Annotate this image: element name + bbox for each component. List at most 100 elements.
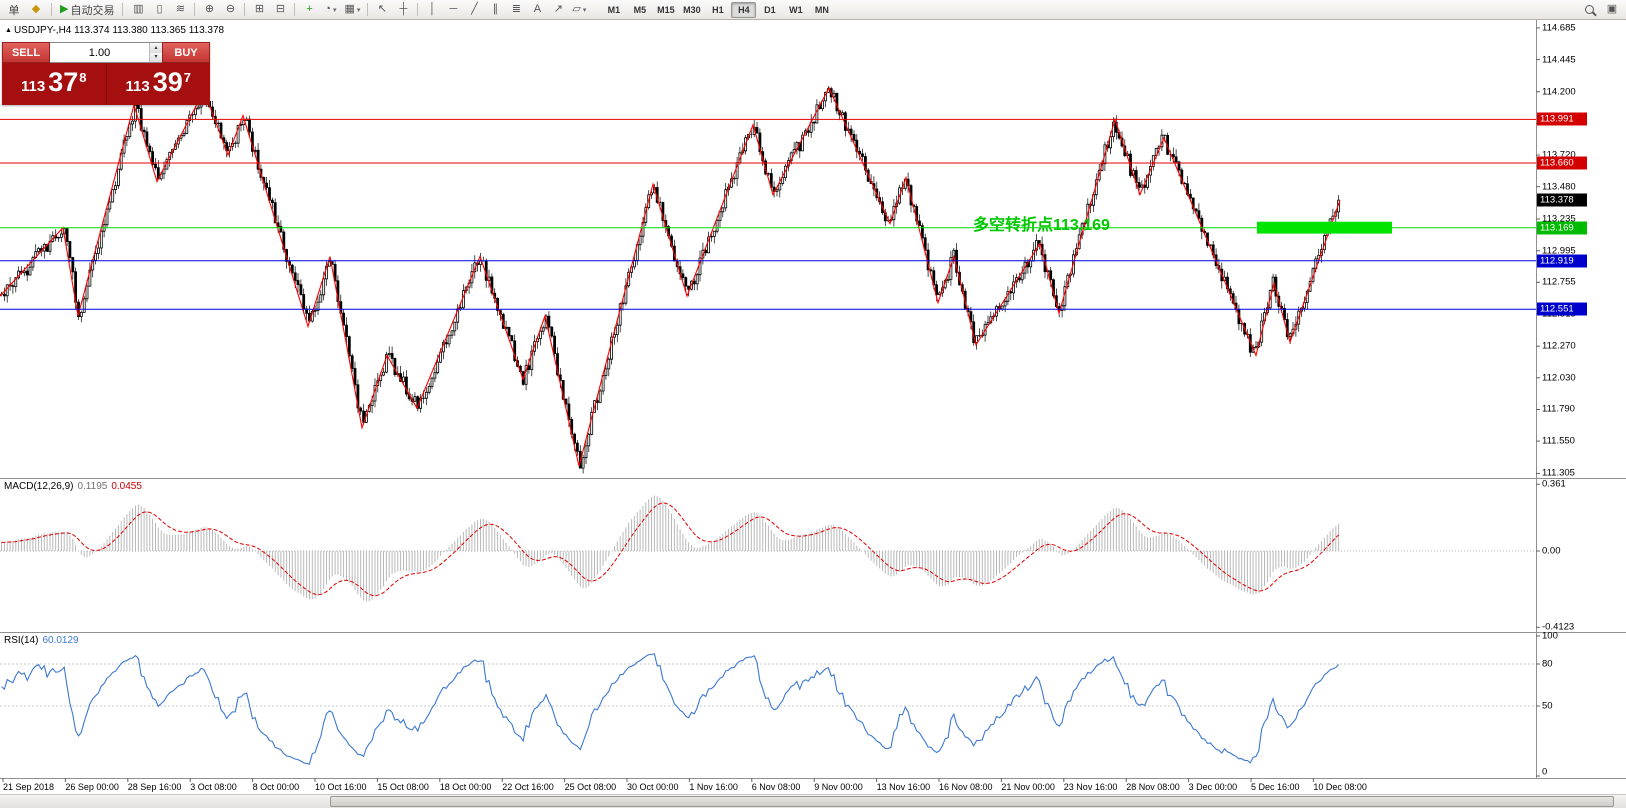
toolbar-separator	[122, 3, 124, 16]
buy-price[interactable]: 113 39 7	[107, 63, 211, 105]
timeframe-mn-button[interactable]: MN	[809, 2, 834, 18]
timeframe-d1-button[interactable]: D1	[757, 2, 782, 18]
tile-windows-button[interactable]: ⊞	[249, 1, 269, 18]
turning-point-annotation: 多空转折点113.169	[973, 217, 1110, 234]
templates-icon: ▦	[344, 3, 355, 15]
vertical-line-button[interactable]: │	[422, 1, 442, 18]
chevron-down-icon: ▾	[356, 6, 361, 14]
toolbar-groups: ▥ ▯ ≋ ⊕ ⊖ ⊞ ⊟ + ◔ ▾ ▦ ▾ ↖ ┼ │ ─ ╱ ∥ ≣ A ↗ ▱ ▾	[128, 1, 589, 18]
trade-controls-row: SELL 1.00 ▴ ▾ BUY	[2, 42, 210, 63]
toolbar-separator	[417, 3, 419, 16]
search-icon	[1584, 5, 1594, 14]
new-order-button[interactable]: 单	[4, 1, 24, 18]
trendline-button[interactable]: ╱	[464, 1, 484, 18]
candlestick-chart-icon: ▯	[156, 3, 163, 15]
fibonacci-icon: ≣	[511, 3, 521, 15]
cascade-windows-button[interactable]: ⊟	[270, 1, 290, 18]
autotrading-label: 自动交易	[70, 4, 115, 17]
crosshair-button[interactable]: ┼	[393, 1, 413, 18]
sell-button[interactable]: SELL	[2, 42, 50, 63]
crosshair-icon: ┼	[399, 3, 408, 15]
diamond-icon: ◆	[31, 3, 41, 15]
timeframe-m15-button[interactable]: M15	[653, 2, 678, 18]
fibonacci-button[interactable]: ≣	[506, 1, 526, 18]
channel-button[interactable]: ∥	[485, 1, 505, 18]
macd-signal-value: 0.0455	[111, 481, 142, 492]
symbol-ohlc-text: USDJPY-,H4 113.374 113.380 113.365 113.3…	[13, 25, 225, 36]
text-tool-button[interactable]: A	[527, 1, 547, 18]
one-click-trading-panel: SELL 1.00 ▴ ▾ BUY 113 37 8 113 39 7	[2, 42, 210, 105]
sell-price-prefix: 113	[21, 78, 46, 95]
channel-icon: ∥	[492, 3, 499, 15]
periods-clock-button[interactable]: ◔ ▾	[320, 1, 340, 18]
toolbar-separator	[367, 3, 369, 16]
horizontal-line-button[interactable]: ─	[443, 1, 463, 18]
sell-price-pip: 8	[79, 70, 87, 85]
volume-value: 1.00	[88, 46, 111, 59]
quote-prices-row: 113 37 8 113 39 7	[2, 63, 210, 105]
shapes-icon: ▱	[572, 3, 581, 15]
buy-button[interactable]: BUY	[162, 42, 210, 63]
horizontal-scrollbar[interactable]	[0, 794, 1626, 808]
indicators-add-icon: +	[306, 3, 313, 15]
templates-button[interactable]: ▦ ▾	[341, 1, 363, 18]
timeframe-toolbar: M1 M5 M15 M30 H1 H4 D1 W1 MN	[601, 1, 834, 18]
search-button[interactable]	[1579, 1, 1599, 18]
stepper-down-icon[interactable]: ▾	[150, 52, 162, 62]
rsi-name: RSI(14)	[4, 635, 39, 646]
scrollbar-thumb[interactable]	[330, 796, 1614, 807]
window-icon: ▣	[1606, 3, 1618, 15]
candlestick-chart-button[interactable]: ▯	[149, 1, 169, 18]
chart-canvas[interactable]	[0, 20, 1626, 794]
cursor-button[interactable]: ↖	[372, 1, 392, 18]
play-icon: ▶	[60, 3, 69, 15]
chevron-down-icon: ▾	[333, 6, 337, 14]
timeframe-m1-button[interactable]: M1	[601, 2, 626, 18]
periods-clock-icon: ◔	[324, 3, 332, 15]
timeframe-m5-button[interactable]: M5	[627, 2, 652, 18]
macd-main-value: 0.1195	[77, 481, 108, 492]
cascade-windows-icon: ⊟	[275, 3, 286, 15]
zoom-out-button[interactable]: ⊖	[220, 1, 240, 18]
horizontal-line-icon: ─	[449, 3, 458, 15]
symbol-ohlc-readout: ▲ USDJPY-,H4 113.374 113.380 113.365 113.…	[5, 25, 224, 36]
autotrading-button[interactable]: ▶ 自动交易	[57, 1, 117, 18]
toolbar: 单 ◆ ▶ 自动交易 ▥ ▯ ≋ ⊕ ⊖ ⊞ ⊟ + ◔ ▾ ▦ ▾ ↖ ┼ │ ─ ╱ ∥ ≣ A ↗ ▱ ▾ M1 M5 M…	[0, 0, 1626, 20]
timeframe-h4-button[interactable]: H4	[731, 1, 757, 18]
bar-chart-icon: ▥	[133, 3, 144, 15]
favorites-button[interactable]: ◆	[26, 1, 46, 18]
line-chart-button[interactable]: ≋	[170, 1, 190, 18]
arrow-tool-icon: ↗	[553, 3, 563, 15]
zoom-in-icon: ⊕	[204, 3, 215, 15]
zoom-in-button[interactable]: ⊕	[199, 1, 219, 18]
arrow-tool-button[interactable]: ↗	[548, 1, 568, 18]
bar-chart-button[interactable]: ▥	[128, 1, 148, 18]
buy-price-prefix: 113	[125, 78, 150, 95]
cursor-icon: ↖	[377, 3, 387, 15]
timeframe-m30-button[interactable]: M30	[679, 2, 704, 18]
macd-indicator-label: MACD(12,26,9) 0.1195 0.0455	[4, 481, 142, 492]
new-window-button[interactable]: ▣	[1602, 1, 1622, 18]
trendline-icon: ╱	[471, 3, 478, 15]
macd-name: MACD(12,26,9)	[4, 481, 74, 492]
indicators-add-button[interactable]: +	[299, 1, 319, 18]
line-chart-icon: ≋	[175, 3, 186, 15]
toolbar-separator	[51, 3, 52, 16]
timeframe-w1-button[interactable]: W1	[783, 2, 808, 18]
sell-price[interactable]: 113 37 8	[2, 63, 106, 105]
volume-field[interactable]: 1.00 ▴ ▾	[50, 42, 162, 63]
toolbar-separator	[294, 3, 296, 16]
chevron-down-icon: ▾	[582, 6, 587, 14]
timeframe-h1-button[interactable]: H1	[705, 2, 730, 18]
toolbar-separator	[194, 3, 196, 16]
rsi-value: 60.0129	[42, 635, 79, 646]
toolbar-right: ▣	[1579, 1, 1622, 18]
tile-windows-icon: ⊞	[254, 3, 265, 15]
stepper-up-icon[interactable]: ▴	[150, 43, 162, 53]
buy-price-main: 39	[152, 67, 183, 97]
volume-stepper[interactable]: ▴ ▾	[149, 43, 162, 62]
vertical-line-icon: │	[428, 3, 436, 15]
price-divider	[105, 63, 107, 105]
shapes-button[interactable]: ▱ ▾	[569, 1, 589, 18]
